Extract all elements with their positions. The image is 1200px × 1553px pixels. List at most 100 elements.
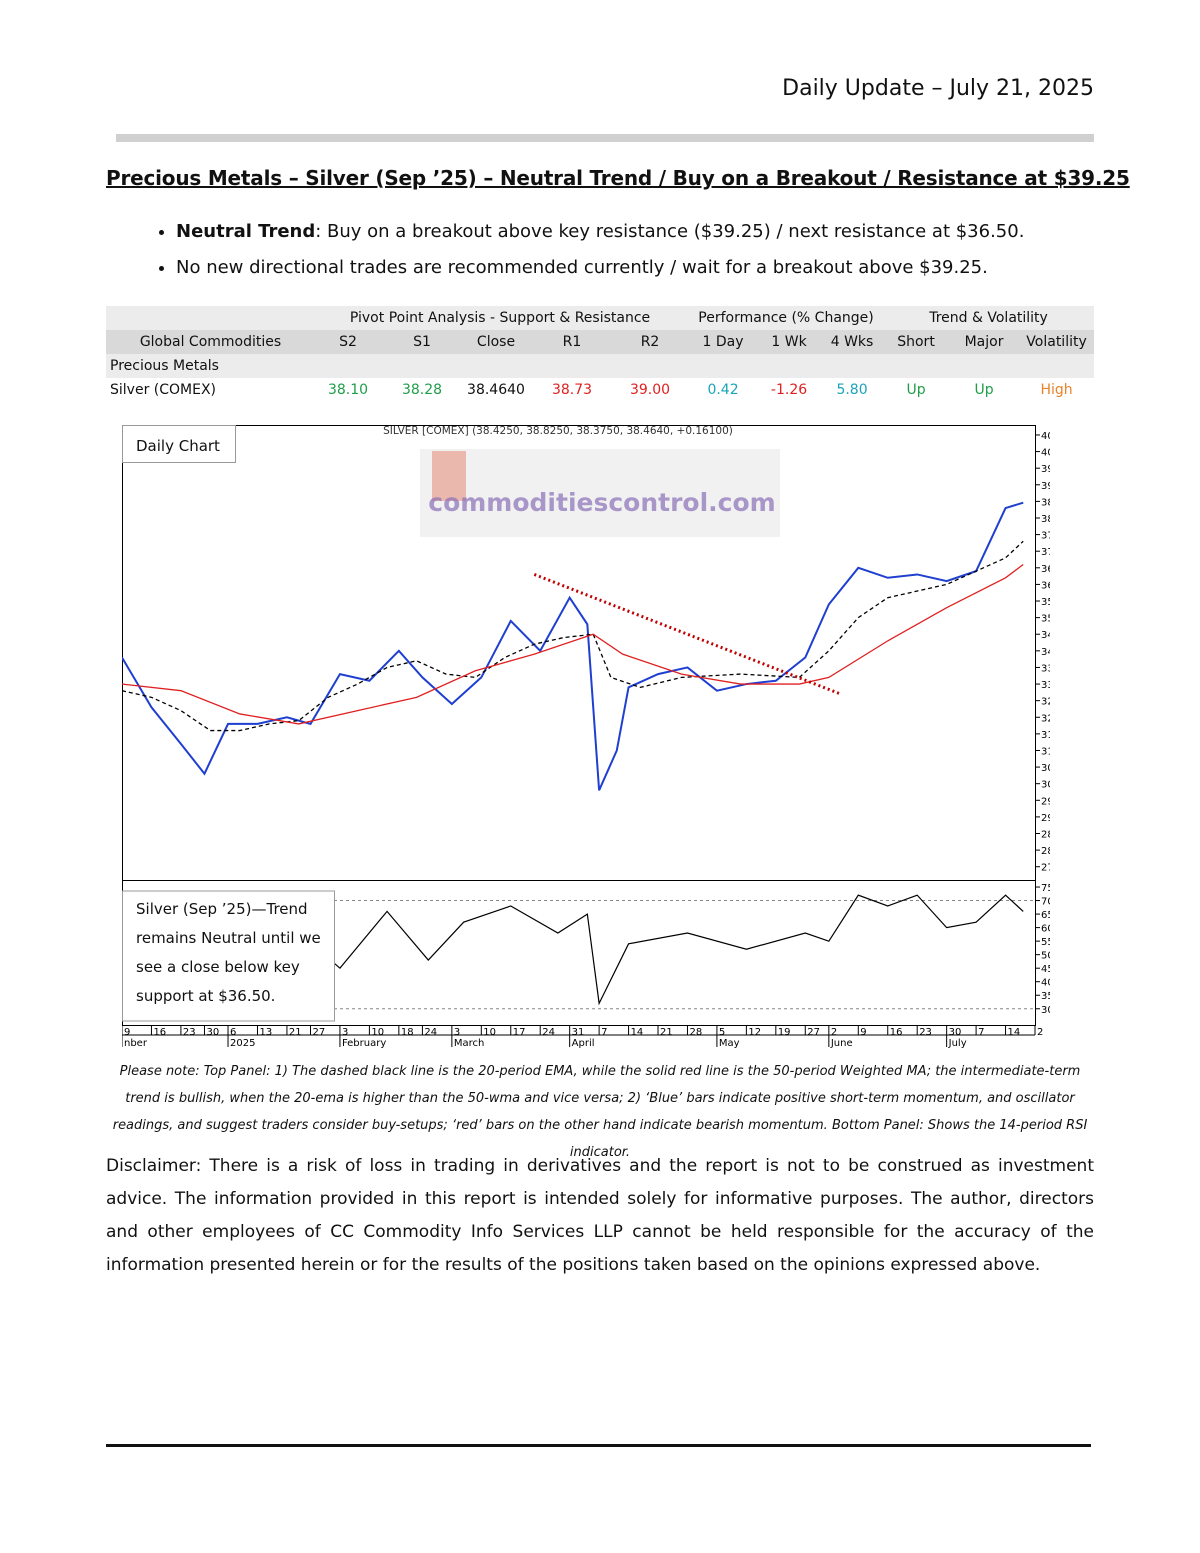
y-tick-label: 31.5 [1041,730,1050,741]
y-tick-label: 29.5 [1041,796,1050,807]
y-tick-label: 32.5 [1041,697,1050,708]
month-label: May [719,1038,740,1049]
price-line [122,501,1024,791]
x-tick-label: 13 [259,1027,272,1038]
y-tick-label: 36 [1041,580,1050,591]
rsi-tick-label: 60 [1041,924,1050,935]
rsi-tick-label: 35 [1041,991,1050,1002]
month-label: April [572,1038,595,1049]
column-header: 1 Day [689,330,758,354]
month-label: February [342,1038,386,1049]
x-tick-label: 5 [719,1027,725,1038]
cell: 0.42 [707,382,739,398]
cell: High [1040,382,1073,398]
y-tick-label: 30 [1041,780,1050,791]
x-tick-label: 9 [124,1027,130,1038]
x-tick-label: 3 [342,1027,348,1038]
cell: Up [974,382,994,398]
group-header: Performance (% Change) [689,306,884,330]
x-tick-label: 14 [631,1027,644,1038]
cell [106,306,311,330]
x-tick-label: 16 [890,1027,903,1038]
y-tick-label: 35.5 [1041,597,1050,608]
y-tick-label: 27.5 [1041,863,1050,874]
y-tick-label: 39.5 [1041,464,1050,475]
x-tick-label: 27 [807,1027,820,1038]
x-tick-label: 24 [542,1027,555,1038]
y-tick-label: 33 [1041,680,1050,691]
chart-label: Daily Chart [136,437,220,455]
cell: 5.80 [836,382,868,398]
column-header: S1 [385,330,459,354]
column-header: Major [949,330,1020,354]
x-tick-label: 28 [689,1027,702,1038]
rsi-tick-label: 55 [1041,937,1050,948]
month-label: June [830,1038,853,1049]
rsi-note: Silver (Sep ’25)—Trend remains Neutral u… [136,900,321,1005]
x-tick-label: 18 [401,1027,414,1038]
rsi-note-box [122,890,335,1022]
bullet-bold: Neutral Trend [176,221,316,242]
rsi-tick-label: 50 [1041,951,1050,962]
chart-note: Please note: Top Panel: 1) The dashed bl… [112,1064,1088,1160]
chart-title: SILVER [COMEX] (38.4250, 38.8250, 38.375… [383,425,733,437]
cell: 38.4640 [467,382,525,398]
y-tick-label: 29 [1041,813,1050,824]
rsi-tick-label: 40 [1041,978,1050,989]
rsi-tick-label: 70 [1041,897,1050,908]
y-tick-label: 38.5 [1041,497,1050,508]
watermark-box [420,449,780,537]
report-title: Precious Metals – Silver (Sep ’25) – Neu… [106,166,1130,190]
x-tick-label: 2 [831,1027,837,1038]
y-tick-label: 40 [1041,448,1050,459]
x-tick-label: 7 [601,1027,607,1038]
cell: 38.28 [401,382,443,398]
month-label: July [948,1038,967,1049]
cell: 38.73 [551,382,593,398]
label-box [122,425,236,463]
x-tick-label: 10 [371,1027,384,1038]
x-tick-label: 23 [919,1027,932,1038]
y-tick-label: 37 [1041,547,1050,558]
y-tick-label: 39 [1041,481,1050,492]
x-tick-label: 10 [483,1027,496,1038]
y-tick-label: 40.5 [1041,431,1050,442]
y-tick-label: 38 [1041,514,1050,525]
rsi-note-wrap: Silver (Sep ’25)—Trend remains Neutral u… [136,900,321,1005]
y-tick-label: 30.5 [1041,763,1050,774]
bullet: No new directional trades are recommende… [176,256,1116,280]
x-tick-label: 9 [860,1027,866,1038]
cell: 38.10 [327,382,369,398]
x-tick-label: 3 [454,1027,460,1038]
x-tick-label: 12 [748,1027,761,1038]
y-tick-label: 28 [1041,846,1050,857]
y-tick-label: 34 [1041,647,1050,658]
x-tick-label: 23 [183,1027,196,1038]
bullet-list: Neutral Trend: Buy on a breakout above k… [140,220,1116,292]
y-tick-label: 36.5 [1041,564,1050,575]
x-tick-label: 6 [230,1027,236,1038]
column-header: R2 [611,330,690,354]
x-tick-label: 7 [978,1027,984,1038]
chart: SILVER [COMEX] (38.4250, 38.8250, 38.375… [122,425,1050,1049]
watermark-logo [432,451,466,501]
y-tick-label: 32 [1041,713,1050,724]
y-tick-label: 35 [1041,614,1050,625]
group-header: Trend & Volatility [883,306,1095,330]
x-tick-label: 31 [572,1027,585,1038]
cell: Silver (COMEX) [110,382,217,398]
y-tick-label: 31 [1041,746,1050,757]
column-header: R1 [533,330,611,354]
rsi-tick-label: 45 [1041,964,1050,975]
column-header: 4 Wks [821,330,884,354]
x-tick-label: 17 [513,1027,526,1038]
cell: 39.00 [629,382,671,398]
y-tick-label: 34.5 [1041,630,1050,641]
group-header: Pivot Point Analysis - Support & Resista… [311,306,690,330]
column-header: Short [883,330,950,354]
x-tick-label: 27 [312,1027,325,1038]
y-tick-label: 28.5 [1041,830,1050,841]
x-tick-label: 2 [1037,1027,1043,1038]
bullet-text: No new directional trades are recommende… [176,257,988,278]
x-tick-label: 24 [424,1027,437,1038]
